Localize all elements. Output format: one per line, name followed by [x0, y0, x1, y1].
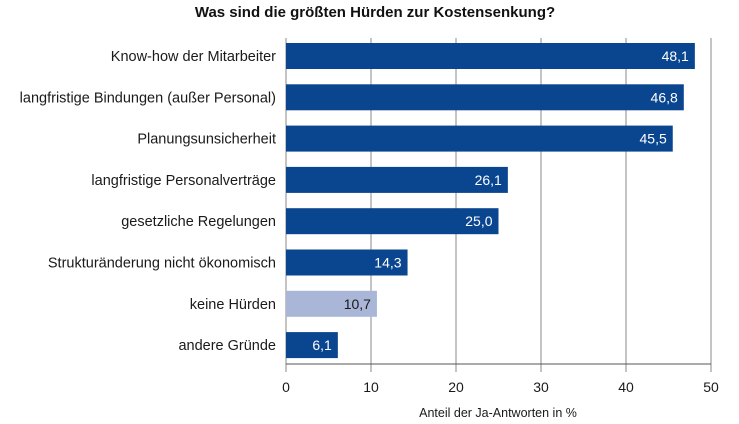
x-tick-label: 50	[703, 379, 719, 395]
bar-value-label: 26,1	[475, 172, 502, 188]
bar	[286, 166, 508, 193]
x-tick-label: 30	[533, 379, 549, 395]
x-tick-label: 10	[363, 379, 379, 395]
category-label: gesetzliche Regelungen	[121, 214, 276, 230]
x-axis-ticks: 0 10 20 30 40 50	[282, 379, 719, 395]
category-label: Know-how der Mitarbeiter	[111, 49, 276, 65]
bars: 48,1 46,8 45,5 26,1 25,0 14,3 10,7 6,1	[286, 43, 695, 359]
x-tick-label: 0	[282, 379, 290, 395]
bar-value-label: 6,1	[312, 337, 332, 353]
category-label: keine Hürden	[190, 297, 276, 313]
bar	[286, 208, 499, 235]
x-tick-label: 40	[618, 379, 634, 395]
category-label: andere Gründe	[178, 338, 276, 354]
bar-value-label: 48,1	[662, 48, 689, 64]
bar	[286, 43, 695, 69]
category-label: Strukturänderung nicht ökonomisch	[48, 256, 276, 272]
x-tick-label: 20	[448, 379, 464, 395]
category-label: langfristige Personalverträge	[91, 173, 276, 189]
bar-value-label: 25,0	[465, 213, 492, 229]
category-label: Planungsunsicherheit	[137, 132, 276, 148]
bar-value-label: 10,7	[344, 296, 371, 312]
bar	[286, 332, 338, 359]
bar	[286, 125, 673, 152]
category-labels: Know-how der Mitarbeiter langfristige Bin…	[20, 49, 276, 354]
bar	[286, 290, 377, 317]
category-label: langfristige Bindungen (außer Personal)	[20, 90, 276, 106]
bar	[286, 249, 408, 276]
x-axis-title: Anteil der Ja-Antworten in %	[419, 406, 577, 420]
bar-value-label: 46,8	[651, 89, 678, 105]
bar-value-label: 45,5	[640, 131, 667, 147]
bar	[286, 84, 684, 111]
chart-title: Was sind die größten Hürden zur Kostense…	[195, 4, 555, 21]
bar-value-label: 14,3	[374, 255, 401, 271]
